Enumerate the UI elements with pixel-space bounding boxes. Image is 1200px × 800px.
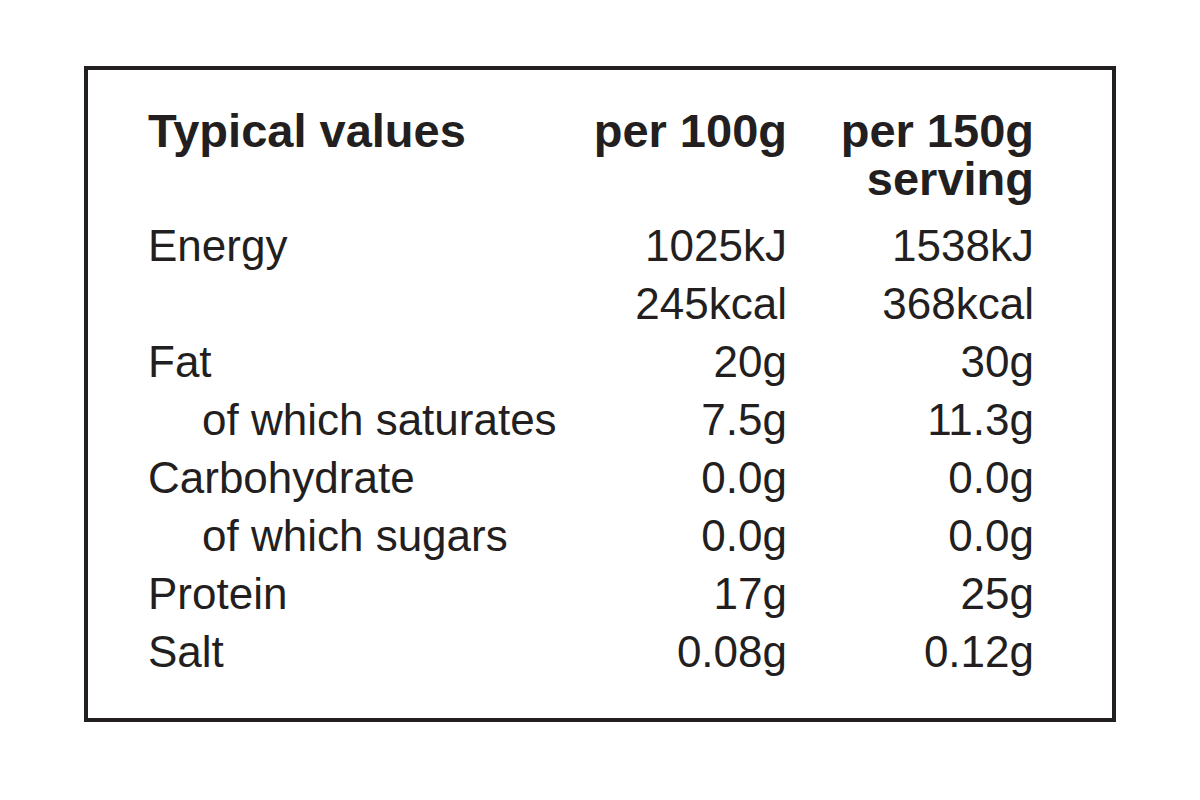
table-row-saturates: of which saturates 7.5g 11.3g [148,391,1034,449]
nutrient-label: of which sugars [148,507,587,565]
table-row-protein: Protein 17g 25g [148,565,1034,623]
header-per-150g-serving: per 150g serving [787,107,1034,203]
value-per-150g: 0.12g [787,623,1034,681]
value-per-100g: 245kcal [587,275,787,333]
nutrient-label: Salt [148,623,587,681]
table-body: Energy 1025kJ 1538kJ 245kcal 368kcal Fat… [148,217,1034,681]
value-per-150g: 1538kJ [787,217,1034,275]
table-row-energy-kj: Energy 1025kJ 1538kJ [148,217,1034,275]
value-per-100g: 0.0g [587,507,787,565]
nutrient-label: Fat [148,333,587,391]
value-per-150g: 11.3g [787,391,1034,449]
nutrition-label-box: Typical values per 100g per 150g serving… [84,66,1116,722]
nutrient-label: Energy [148,217,587,275]
value-per-150g: 30g [787,333,1034,391]
value-per-150g: 0.0g [787,449,1034,507]
nutrient-label: of which saturates [148,391,587,449]
value-per-150g: 368kcal [787,275,1034,333]
value-per-100g: 1025kJ [587,217,787,275]
header-per-100g: per 100g [587,107,787,155]
value-per-100g: 20g [587,333,787,391]
value-per-100g: 7.5g [587,391,787,449]
table-row-salt: Salt 0.08g 0.12g [148,623,1034,681]
value-per-100g: 0.0g [587,449,787,507]
value-per-100g: 17g [587,565,787,623]
nutrient-label: Carbohydrate [148,449,587,507]
value-per-150g: 0.0g [787,507,1034,565]
table-header-row: Typical values per 100g per 150g serving [148,107,1034,203]
value-per-150g: 25g [787,565,1034,623]
table-row-carbohydrate: Carbohydrate 0.0g 0.0g [148,449,1034,507]
table-row-sugars: of which sugars 0.0g 0.0g [148,507,1034,565]
table-row-energy-kcal: 245kcal 368kcal [148,275,1034,333]
value-per-100g: 0.08g [587,623,787,681]
nutrient-label: Protein [148,565,587,623]
header-typical-values: Typical values [148,107,587,155]
table-row-fat: Fat 20g 30g [148,333,1034,391]
